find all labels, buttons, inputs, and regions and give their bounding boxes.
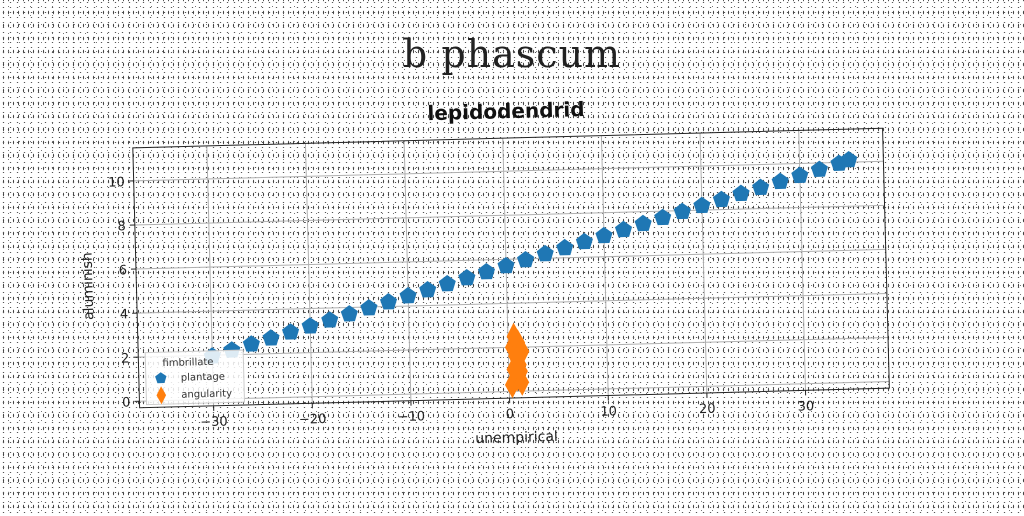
y-tick-label: 8 (117, 219, 126, 234)
data-point (576, 233, 594, 250)
data-point (517, 251, 535, 268)
y-tick-label: 4 (120, 307, 129, 322)
data-point (360, 299, 378, 316)
data-point (634, 215, 652, 232)
y-tick-label: 2 (121, 351, 130, 366)
data-point (771, 172, 789, 189)
data-point (399, 287, 417, 304)
x-axis-label: unempirical (475, 429, 558, 447)
x-grid-line (404, 141, 411, 401)
data-point (282, 323, 300, 340)
y-grid-line (135, 205, 885, 225)
data-point (752, 178, 770, 195)
y-grid-line (137, 293, 887, 313)
x-tick-label: 0 (506, 407, 515, 422)
x-grid-line (305, 143, 312, 403)
data-point (556, 239, 574, 256)
x-grid-line (601, 136, 608, 396)
data-point (478, 263, 496, 280)
y-tick-label: 10 (108, 175, 125, 190)
y-axis-label: aluminish (80, 252, 98, 320)
data-point (732, 184, 750, 201)
legend: fimbrillate plantage angularity (145, 350, 244, 405)
data-point (262, 329, 280, 346)
legend-title: fimbrillate (162, 357, 213, 369)
legend-label: plantage (181, 372, 225, 384)
data-point (243, 335, 261, 352)
x-tick-label: 20 (699, 402, 716, 417)
data-point (791, 166, 809, 183)
data-point (458, 269, 476, 286)
x-grid-line (700, 133, 707, 393)
plot-group: lepidodendrid −30 −20 −10 0 10 20 30 0 2 4 6 8 10 un… (76, 89, 891, 457)
data-point (615, 221, 633, 238)
y-tick-label: 6 (119, 263, 128, 278)
series-plantage (199, 151, 862, 364)
data-point (713, 190, 731, 207)
data-points (199, 151, 864, 407)
data-point (595, 227, 613, 244)
data-point (321, 311, 339, 328)
data-point (301, 317, 319, 334)
x-tick-label: 30 (797, 399, 814, 414)
y-grid-line (134, 161, 884, 181)
y-tick-label: 0 (122, 395, 131, 410)
x-tick-label: −10 (397, 409, 425, 425)
x-tick-label: −20 (299, 412, 327, 428)
chart-title: lepidodendrid (427, 97, 585, 125)
x-tick-label: 10 (600, 404, 617, 419)
x-tick-label: −30 (200, 414, 228, 430)
legend-label: angularity (181, 388, 232, 400)
data-point (419, 281, 437, 298)
data-point (439, 275, 457, 292)
data-point (674, 203, 692, 220)
